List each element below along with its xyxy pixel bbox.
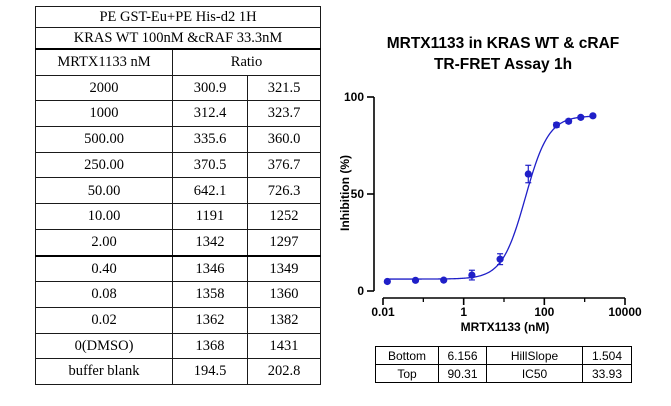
y-axis-label: Inhibition (%) [338, 155, 352, 231]
y-tick-label: 50 [351, 187, 365, 201]
chart-title: MRTX1133 in KRAS WT & cRAF [386, 35, 620, 52]
ratio-data-table: PE GST-Eu+PE His-d2 1H KRAS WT 100nM &cR… [34, 6, 322, 385]
fit-label-bottom: Bottom [375, 346, 439, 365]
data-points [383, 112, 597, 286]
table-title-line-1: PE GST-Eu+PE His-d2 1H [34, 6, 322, 28]
concentration-cell: 250.00 [35, 151, 173, 179]
table-title-row-1: PE GST-Eu+PE His-d2 1H [34, 6, 322, 28]
fit-label-ic50: IC50 [486, 364, 583, 383]
ratio-1-cell: 1346 [172, 254, 248, 283]
table-title-line-2: KRAS WT 100nM &cRAF 33.3nM [34, 27, 322, 50]
table-row: 0(DMSO) 1368 1431 [35, 332, 322, 360]
data-point [496, 255, 504, 263]
x-axis-label: MRTX1133 (nM) [461, 320, 550, 334]
concentration-cell: 0(DMSO) [35, 332, 173, 360]
ratio-1-cell: 1342 [172, 228, 248, 257]
error-bars [384, 114, 596, 284]
data-point [383, 277, 391, 286]
chart-axes [373, 97, 625, 299]
data-point [565, 117, 573, 125]
data-point [440, 276, 448, 284]
x-tick-label: 0.01 [371, 305, 395, 319]
ratio-1-cell: 1191 [172, 203, 248, 230]
concentration-cell: 0.08 [35, 281, 173, 308]
ratio-1-cell: 370.5 [172, 151, 248, 179]
data-point [468, 271, 476, 279]
ratio-1-cell: 300.9 [172, 74, 248, 102]
table-row: 10.00 1191 1252 [35, 203, 322, 230]
concentration-cell: 1000 [35, 100, 173, 128]
data-point [577, 113, 585, 121]
table-row: 0.08 1358 1360 [35, 281, 322, 308]
data-point [552, 121, 561, 129]
chart-title-block: MRTX1133 in KRAS WT & cRAF TR-FRET Assay… [333, 33, 671, 75]
fit-parameters-table: Bottom 6.156 HillSlope 1.504 Top 90.31 I… [375, 346, 632, 383]
fit-curve [387, 115, 593, 280]
fit-value-bottom: 6.156 [438, 346, 487, 365]
fit-label-top: Top [375, 364, 439, 383]
fit-label-hillslope: HillSlope [486, 346, 583, 365]
ratio-2-cell: 321.5 [246, 74, 322, 102]
fit-value-hillslope: 1.504 [582, 346, 632, 365]
ratio-2-cell: 1360 [246, 281, 322, 308]
table-row: 250.00 370.5 376.7 [35, 151, 322, 179]
ratio-2-cell: 202.8 [246, 358, 322, 385]
table-row: 0.40 1346 1349 [35, 254, 322, 283]
x-tick-label: 1 [460, 305, 467, 319]
table-row: 2000 300.9 321.5 [35, 74, 322, 102]
ratio-2-cell: 1349 [246, 254, 322, 283]
concentration-cell: 2.00 [35, 228, 173, 257]
data-point [589, 112, 597, 120]
table-row: 0.02 1362 1382 [35, 306, 322, 334]
ratio-1-cell: 1358 [172, 281, 248, 308]
concentration-cell: buffer blank [35, 358, 173, 385]
y-tick-label: 100 [344, 90, 364, 104]
data-point [411, 276, 420, 284]
header-ratio: Ratio [171, 48, 322, 76]
concentration-cell: 50.00 [35, 177, 173, 205]
fit-row: Bottom 6.156 HillSlope 1.504 [375, 346, 632, 365]
chart-ticks: 0 50 100 0.01 1 100 10000 [344, 90, 642, 319]
ratio-2-cell: 1382 [246, 306, 322, 334]
x-tick-label: 10000 [608, 305, 642, 319]
chart-subtitle: TR-FRET Assay 1h [433, 56, 573, 73]
ratio-1-cell: 1368 [172, 332, 248, 360]
fit-row: Top 90.31 IC50 33.93 [375, 364, 632, 383]
table-row: buffer blank 194.5 202.8 [35, 358, 322, 385]
table-row: 50.00 642.1 726.3 [35, 177, 322, 205]
table-row: 1000 312.4 323.7 [35, 100, 322, 128]
concentration-cell: 500.00 [35, 126, 173, 153]
fit-value-top: 90.31 [438, 364, 487, 383]
table-title-row-2: KRAS WT 100nM &cRAF 33.3nM [34, 27, 322, 50]
x-tick-label: 100 [534, 305, 554, 319]
data-point [524, 170, 532, 178]
concentration-cell: 2000 [35, 74, 173, 102]
ratio-2-cell: 1252 [246, 203, 322, 230]
header-concentration: MRTX1133 nM [35, 48, 173, 76]
fit-value-ic50: 33.93 [582, 364, 632, 383]
table-header-row: MRTX1133 nM Ratio [35, 48, 322, 76]
y-tick-label: 0 [357, 284, 364, 298]
